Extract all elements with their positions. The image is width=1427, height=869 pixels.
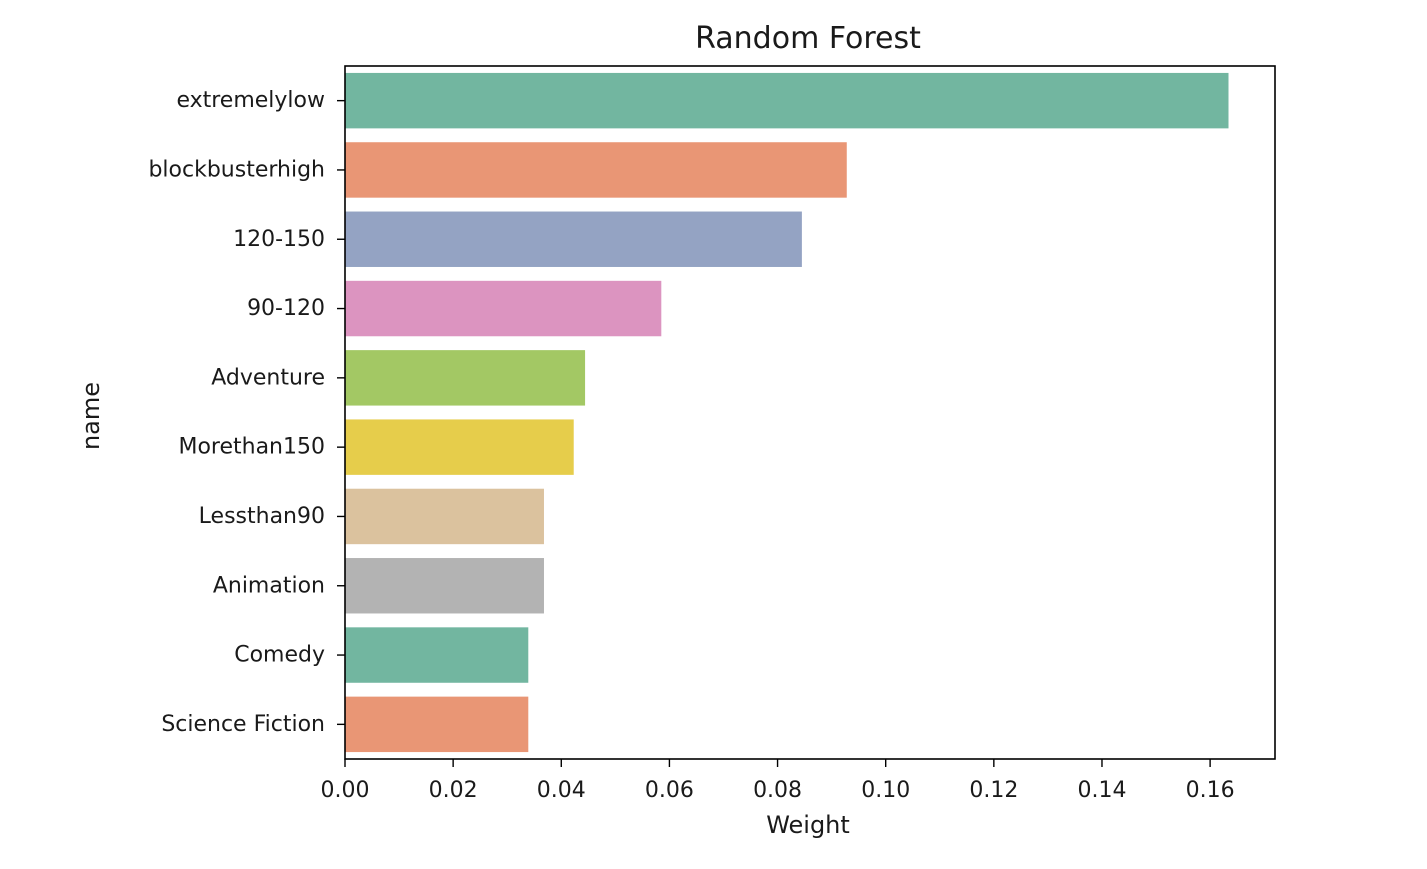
- plot-frame: [344, 65, 1276, 760]
- x-axis-label: Weight: [766, 811, 850, 839]
- y-tick-label-8: Comedy: [234, 643, 325, 668]
- bar-7: [345, 558, 544, 614]
- y-tick-label-7: Animation: [213, 573, 325, 598]
- bar-2: [345, 211, 802, 267]
- y-tick-label-0: extremelylow: [176, 88, 325, 113]
- y-tick-label-1: blockbusterhigh: [148, 157, 325, 182]
- y-tick-label-3: 90-120: [247, 296, 325, 321]
- x-tick-label-8: 0.16: [1186, 778, 1235, 803]
- y-tick-label-9: Science Fiction: [161, 712, 325, 737]
- chart-title: Random Forest: [695, 21, 921, 56]
- x-tick-label-2: 0.04: [537, 778, 586, 803]
- y-tick-label-6: Lessthan90: [199, 504, 325, 529]
- x-tick-label-7: 0.14: [1077, 778, 1126, 803]
- bars-layer: [345, 72, 1229, 753]
- y-tick-label-5: Morethan150: [178, 435, 325, 460]
- y-tick-label-4: Adventure: [211, 365, 325, 390]
- y-axis-label: name: [77, 382, 105, 450]
- x-tick-label-3: 0.06: [645, 778, 694, 803]
- x-tick-label-0: 0.00: [321, 778, 370, 803]
- x-tick-label-6: 0.12: [969, 778, 1018, 803]
- bar-8: [345, 627, 529, 683]
- bar-0: [345, 72, 1229, 129]
- bar-5: [345, 419, 574, 475]
- y-tick-label-2: 120-150: [233, 227, 325, 252]
- bar-6: [345, 488, 544, 545]
- bar-1: [345, 142, 847, 198]
- x-axis: 0.00 0.02 0.04 0.06 0.08 0.10 0.12 0.14 0.16: [321, 759, 1235, 803]
- bar-9: [345, 696, 529, 753]
- bar-3: [345, 280, 662, 337]
- y-axis: extremelylow blockbusterhigh 120-150 90-120…: [148, 88, 345, 737]
- bar-4: [345, 350, 586, 406]
- x-tick-label-5: 0.10: [861, 778, 910, 803]
- x-tick-label-4: 0.08: [753, 778, 802, 803]
- x-tick-label-1: 0.02: [429, 778, 478, 803]
